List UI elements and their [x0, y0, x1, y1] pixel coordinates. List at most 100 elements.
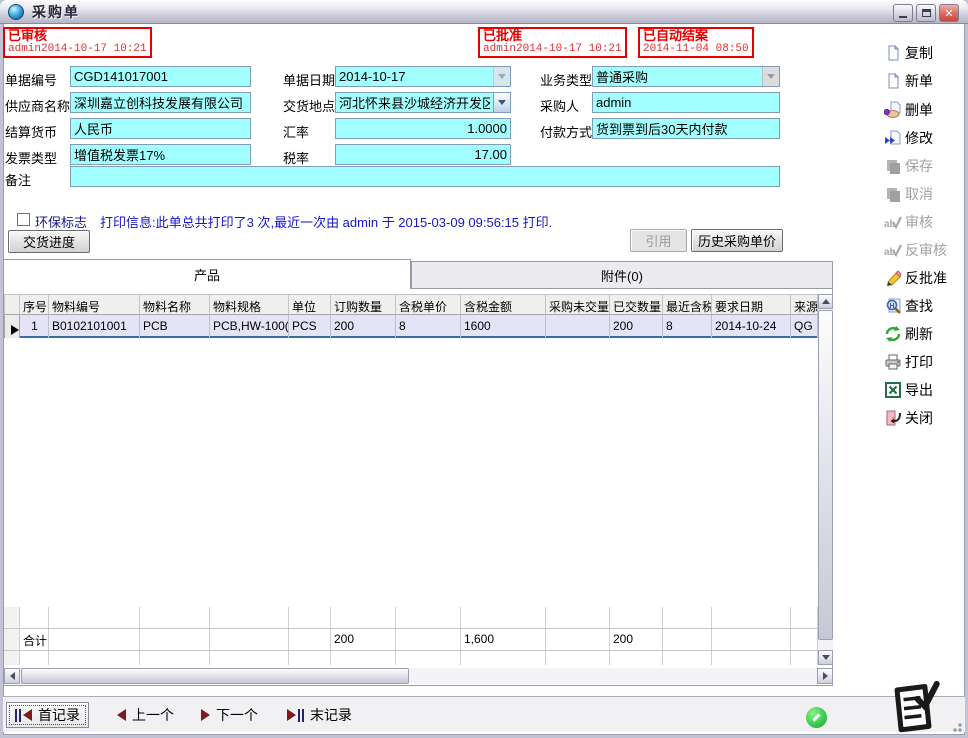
cell-material-no[interactable]: B0102101001 — [49, 315, 140, 338]
scroll-up-button[interactable] — [818, 294, 833, 309]
maximize-button[interactable] — [916, 4, 936, 22]
arrow-up-icon — [821, 299, 830, 304]
last-record-label: 末记录 — [310, 707, 352, 723]
cell-spec[interactable]: PCB,HW-100( — [210, 315, 289, 338]
tab-products[interactable]: 产品 — [3, 259, 411, 289]
sidebar-delete-button[interactable]: 删单 — [884, 99, 964, 121]
cell-tax-amount[interactable]: 1600 — [461, 315, 546, 338]
grid-col-req-date[interactable]: 要求日期 — [712, 294, 791, 315]
horizontal-scroll-thumb[interactable] — [21, 668, 409, 684]
sidebar-audit-button: ab 审核 — [884, 211, 964, 233]
exchange-rate-label: 汇率 — [283, 125, 310, 140]
eco-checkbox[interactable] — [17, 213, 30, 226]
grid-col-tax-amount[interactable]: 含税金额 — [461, 294, 546, 315]
sidebar-refresh-label: 刷新 — [905, 326, 933, 342]
print-info-text: 打印信息:此单总共打印了3 次,最近一次由 admin 于 2015-03-09… — [100, 215, 553, 230]
cell-material-name[interactable]: PCB — [140, 315, 210, 338]
grid-col-unit[interactable]: 单位 — [289, 294, 331, 315]
sidebar-print-button[interactable]: 打印 — [884, 351, 964, 373]
remark-fieldwrap — [70, 166, 780, 187]
empty-cell — [289, 629, 331, 650]
grid-col-delivered[interactable]: 已交数量 — [610, 294, 663, 315]
cell-tax-price[interactable]: 8 — [396, 315, 461, 338]
cell-recent-tax[interactable]: 8 — [663, 315, 712, 338]
sidebar-audit-label: 审核 — [905, 214, 933, 230]
next-record-button[interactable]: 下一个 — [193, 702, 266, 728]
stamp-auto-closed-detail: 2014-11-04 08:50 — [643, 43, 749, 55]
grid-col-seq[interactable]: 序号 — [20, 294, 49, 315]
grid-col-material-no[interactable]: 物料编号 — [49, 294, 140, 315]
cell-req-date[interactable]: 2014-10-24 — [712, 315, 791, 338]
exchange-rate-field[interactable] — [336, 119, 510, 138]
sidebar-unapprove-button[interactable]: 反批准 — [884, 267, 964, 289]
payment-field[interactable] — [593, 119, 779, 138]
tax-rate-field[interactable] — [336, 145, 510, 164]
previous-record-button[interactable]: 上一个 — [109, 702, 182, 728]
empty-selector-cell — [4, 607, 20, 628]
last-record-icon — [287, 708, 304, 722]
grid-col-spec[interactable]: 物料规格 — [210, 294, 289, 315]
scroll-down-button[interactable] — [818, 650, 833, 665]
grid-col-order-qty[interactable]: 订购数量 — [331, 294, 396, 315]
delivery-place-field[interactable] — [336, 93, 493, 112]
empty-cell — [289, 651, 331, 665]
stamp-audited: 已审核 admin2014-10-17 10:21 — [3, 27, 152, 58]
sidebar-refresh-button[interactable]: 刷新 — [884, 323, 964, 345]
sidebar-close-button[interactable]: 关闭 — [884, 407, 964, 429]
cell-delivered[interactable]: 200 — [610, 315, 663, 338]
cell-seq[interactable]: 1 — [20, 315, 49, 338]
maximize-icon — [921, 9, 931, 17]
currency-field[interactable] — [71, 119, 250, 138]
grid-col-recent-tax[interactable]: 最近含税 — [663, 294, 712, 315]
sidebar-export-button[interactable]: 导出 — [884, 379, 964, 401]
arrow-left-icon — [9, 672, 15, 680]
title-bar: 采购单 — [0, 0, 968, 24]
sidebar-find-button[interactable]: H 查找 — [884, 295, 964, 317]
remark-field[interactable] — [71, 167, 779, 186]
scroll-left-button[interactable] — [4, 668, 20, 684]
doc-date-field[interactable] — [336, 67, 493, 86]
sidebar-save-button: 保存 — [884, 155, 964, 177]
cell-order-qty[interactable]: 200 — [331, 315, 396, 338]
grid-col-undelivered[interactable]: 采购未交量 — [546, 294, 610, 315]
scroll-right-button[interactable] — [817, 668, 833, 684]
copy-icon — [888, 44, 900, 61]
biz-type-field[interactable] — [593, 67, 762, 86]
close-button[interactable]: ✕ — [939, 4, 959, 22]
grid-empty-row — [4, 651, 818, 665]
cell-unit[interactable]: PCS — [289, 315, 331, 338]
invoice-type-field[interactable] — [71, 145, 250, 164]
payment-fieldwrap — [592, 118, 780, 139]
current-row-selector[interactable] — [4, 315, 20, 338]
last-record-button[interactable]: 末记录 — [279, 702, 360, 728]
history-price-button[interactable]: 历史采购单价 — [691, 229, 783, 252]
doc-date-combo — [335, 66, 511, 87]
sidebar-find-label: 查找 — [905, 298, 933, 314]
vertical-scroll-thumb[interactable] — [818, 310, 833, 640]
tab-attachments[interactable]: 附件(0) — [411, 261, 833, 289]
stamp-audited-detail: admin2014-10-17 10:21 — [8, 43, 147, 55]
sidebar-copy-button[interactable]: 复制 — [884, 42, 964, 64]
sidebar-new-button[interactable]: 新单 — [884, 70, 964, 92]
stamp-approved-detail: admin2014-10-17 10:21 — [483, 43, 622, 55]
sidebar-modify-button[interactable]: 修改 — [884, 127, 964, 149]
cell-undelivered[interactable] — [546, 315, 610, 338]
delivery-progress-button[interactable]: 交货进度 — [8, 230, 90, 253]
grid-col-tax-price[interactable]: 含税单价 — [396, 294, 461, 315]
doc-no-field[interactable] — [71, 67, 250, 86]
pencil-glyph — [812, 713, 821, 722]
resize-grip[interactable] — [950, 720, 962, 732]
eco-checkbox-label: 环保标志 — [35, 215, 88, 230]
grid-col-material-name[interactable]: 物料名称 — [140, 294, 210, 315]
empty-cell — [20, 651, 49, 665]
empty-cell — [331, 651, 396, 665]
empty-cell — [663, 629, 712, 650]
first-record-button[interactable]: 首记录 — [6, 702, 89, 728]
empty-cell — [210, 629, 289, 650]
cell-source[interactable]: QG — [791, 315, 818, 338]
buyer-field[interactable] — [593, 93, 779, 112]
delivery-place-dropdown-button[interactable] — [493, 93, 510, 112]
minimize-button[interactable] — [893, 4, 913, 22]
grid-col-source[interactable]: 来源 — [791, 294, 818, 315]
supplier-field[interactable] — [71, 93, 250, 112]
